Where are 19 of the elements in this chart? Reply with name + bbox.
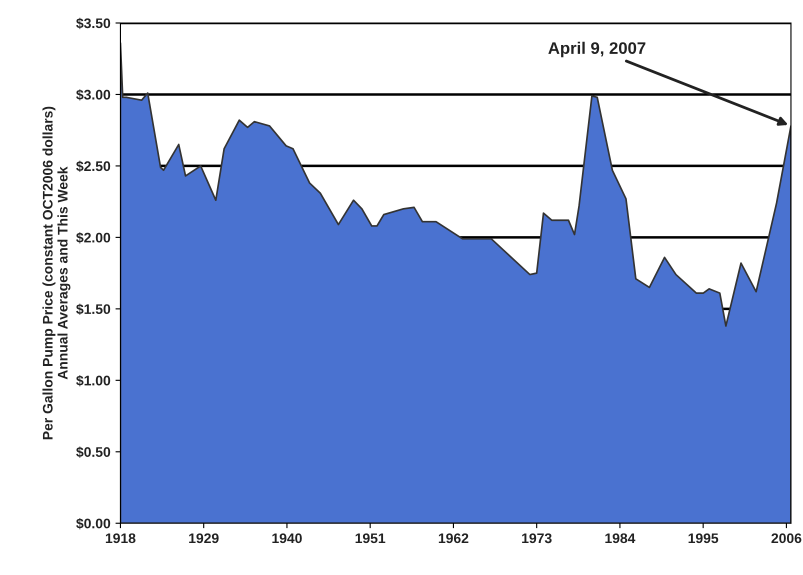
x-tick-label: 1951: [356, 533, 386, 544]
x-tick-label: 1984: [605, 533, 636, 544]
x-tick-label: 1940: [272, 533, 302, 544]
y-tick-label: $2.00: [76, 232, 110, 244]
y-tick-label: $0.50: [76, 446, 110, 458]
x-tick-label: 1918: [106, 533, 136, 544]
y-tick-label: $0.00: [76, 518, 110, 530]
x-tick-label: 1973: [522, 533, 552, 544]
annotation: April 9, 2007: [548, 42, 646, 58]
y-tick-label: $1.50: [76, 304, 110, 315]
y-axis-title: Per Gallon Pump Price (constant OCT2006 dollars) Annual Averages and This Week: [42, 106, 70, 440]
x-tick-label: 2006: [771, 533, 802, 544]
x-tick-label: 1995: [688, 533, 718, 544]
y-tick-label: $2.50: [76, 160, 110, 172]
x-tick-label: 1962: [438, 533, 468, 544]
y-tick-label: $3.50: [76, 18, 110, 30]
y-tick-label: $1.00: [76, 375, 110, 386]
y-tick-label: $3.00: [76, 89, 110, 101]
x-tick-label: 1929: [189, 533, 219, 544]
